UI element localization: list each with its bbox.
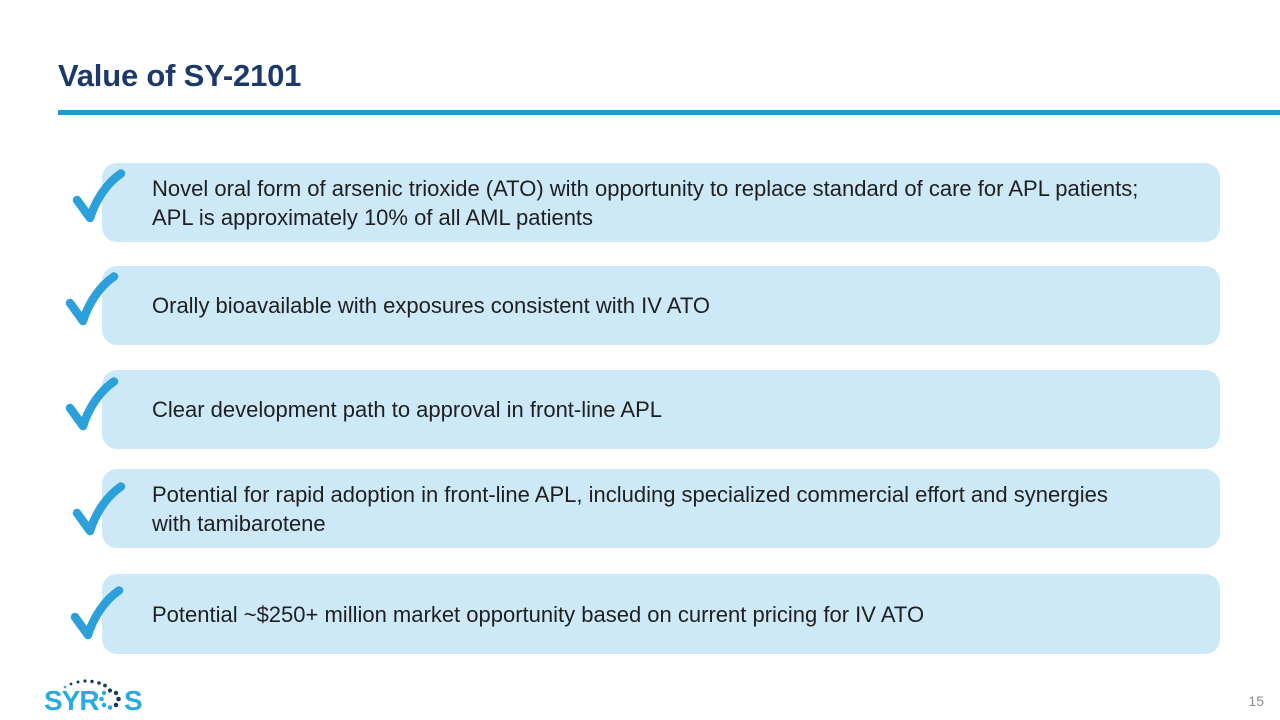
highlight-box: Clear development path to approval in fr… [102, 370, 1220, 449]
highlight-box: Orally bioavailable with exposures consi… [102, 266, 1220, 345]
highlight-box: Novel oral form of arsenic trioxide (ATO… [102, 163, 1220, 242]
logo-dot-o [99, 688, 121, 710]
logo-word-start: SYR [44, 685, 99, 716]
logo-word-end: S [124, 685, 142, 716]
bullet-text: Orally bioavailable with exposures consi… [152, 293, 711, 318]
bullet-text: Clear development path to approval in fr… [152, 397, 662, 422]
checkmark-icon [72, 482, 126, 536]
syros-logo: SYR S [44, 679, 143, 716]
checkmark-icon [65, 377, 119, 431]
bullet-text: Potential ~$250+ million market opportun… [152, 601, 925, 627]
logo-dot-trail [63, 679, 107, 689]
checkmark-icon [65, 272, 119, 326]
checkmark-icon [70, 586, 124, 640]
page-number: 15 [1248, 693, 1264, 709]
highlight-box: Potential ~$250+ million market opportun… [102, 574, 1220, 654]
page-title: Value of SY-2101 [58, 58, 302, 93]
title-underline-rule [58, 110, 1280, 115]
bullet-text: Potential for rapid adoption in front-li… [152, 481, 1108, 536]
checkmark-icon [72, 169, 126, 223]
highlight-box: Potential for rapid adoption in front-li… [102, 469, 1220, 548]
bullet-text: Novel oral form of arsenic trioxide (ATO… [152, 175, 1139, 230]
